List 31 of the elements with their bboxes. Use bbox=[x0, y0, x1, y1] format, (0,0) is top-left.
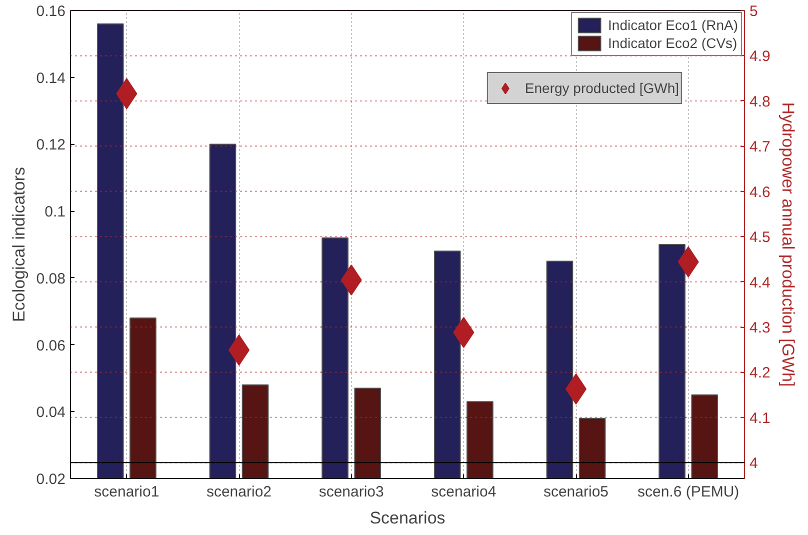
y2-tick-label: 4.3 bbox=[750, 320, 770, 337]
y2-tick-label: 4.9 bbox=[750, 48, 770, 66]
y2-axis-title: Hydropower annual production [GWh] bbox=[778, 102, 798, 387]
y-tick-label: 0.04 bbox=[36, 404, 66, 422]
y2-tick-label: 5 bbox=[750, 3, 758, 20]
y2-tick-label: 4.2 bbox=[750, 364, 770, 382]
y-tick-label: 0.16 bbox=[36, 3, 66, 20]
x-tick-label: scenario4 bbox=[431, 484, 496, 500]
x-axis-title: Scenarios bbox=[370, 508, 446, 528]
y2-tick-label: 4 bbox=[750, 455, 758, 472]
y-tick-label: 0.12 bbox=[36, 136, 66, 154]
y-axis-title: Ecological indicators bbox=[9, 167, 28, 322]
y-tick-label: 0.06 bbox=[36, 337, 66, 354]
legend-label: Indicator Eco1 (RnA) bbox=[608, 16, 738, 34]
x-tick-label: scen.6 (PEMU) bbox=[637, 484, 740, 500]
legend-label: Energy producted [GWh] bbox=[524, 79, 679, 98]
y2-tick-label: 4.5 bbox=[750, 229, 770, 246]
y2-tick-label: 4.1 bbox=[750, 410, 770, 427]
y-tick-label: 0.02 bbox=[36, 471, 66, 488]
x-tick-label: scenario5 bbox=[543, 484, 609, 500]
x-tick-label: scenario3 bbox=[318, 484, 384, 500]
x-tick-label: scenario2 bbox=[206, 484, 272, 500]
y2-tick-label: 4.7 bbox=[750, 138, 770, 156]
y-tick-label: 0.08 bbox=[36, 270, 66, 288]
y2-tick-label: 4.4 bbox=[750, 274, 770, 292]
y-tick-label: 0.1 bbox=[44, 204, 66, 221]
y-tick-label: 0.14 bbox=[36, 70, 66, 87]
x-tick-label: scenario1 bbox=[94, 484, 160, 500]
y2-tick-label: 4.6 bbox=[750, 184, 770, 201]
y2-tick-label: 4.8 bbox=[750, 93, 770, 110]
legend-label: Indicator Eco2 (CVs) bbox=[608, 34, 738, 52]
